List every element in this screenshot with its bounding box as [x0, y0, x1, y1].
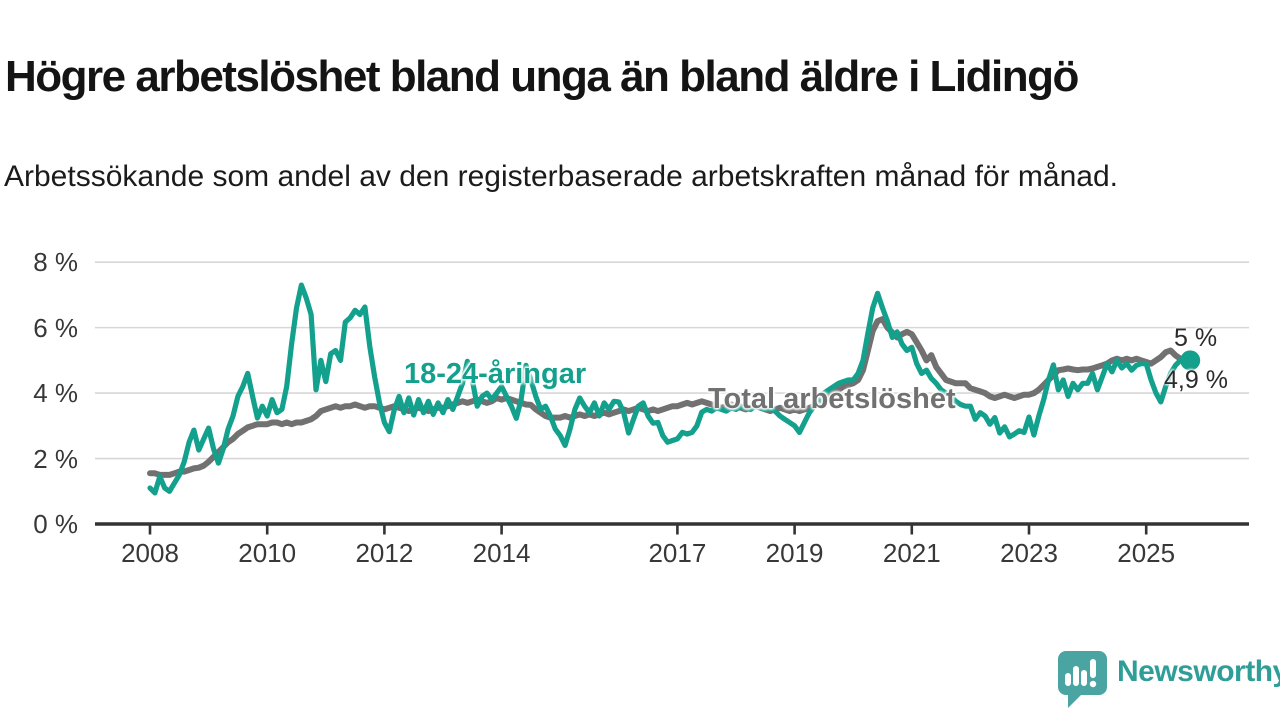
y-tick-label: 0 % — [33, 509, 78, 539]
x-tick-label: 2008 — [121, 538, 179, 568]
series-label-young: 18-24-åringar — [404, 358, 587, 390]
y-tick-label: 6 % — [33, 312, 78, 343]
end-label-young: 5 % — [1174, 324, 1218, 352]
line-total — [147, 316, 1194, 478]
x-tick-label: 2021 — [882, 538, 941, 568]
x-tick-label: 2012 — [355, 538, 414, 568]
x-tick-label: 2010 — [238, 538, 297, 568]
x-axis-labels: 2008 2010 2012 2014 2017 2019 2021 2023 2025 — [0, 537, 1280, 571]
newsworthy-icon — [1058, 651, 1107, 708]
series-label-total: Total arbetslöshet — [708, 383, 956, 415]
y-tick-label: 8 % — [33, 247, 78, 278]
y-tick-label: 4 % — [33, 378, 78, 409]
brand-logo: Newsworthy — [1056, 650, 1280, 710]
x-tick-label: 2014 — [472, 538, 531, 568]
end-label-total: 4,9 % — [1164, 366, 1228, 394]
x-tick-label: 2019 — [765, 538, 824, 568]
x-tick-label: 2017 — [648, 538, 707, 568]
y-axis-labels: 0 % 2 % 4 % 6 % 8 % — [0, 0, 90, 560]
line-young — [147, 282, 1193, 496]
x-tick-label: 2025 — [1117, 538, 1176, 568]
end-dot-young — [1180, 350, 1201, 371]
page-subtitle: Arbetssökande som andel av den registerb… — [4, 160, 1118, 193]
page-title: Högre arbetslöshet bland unga än bland ä… — [5, 52, 1079, 102]
x-tick-label: 2023 — [1000, 538, 1058, 568]
y-tick-label: 2 % — [33, 443, 78, 474]
brand-name: Newsworthy — [1117, 655, 1280, 688]
